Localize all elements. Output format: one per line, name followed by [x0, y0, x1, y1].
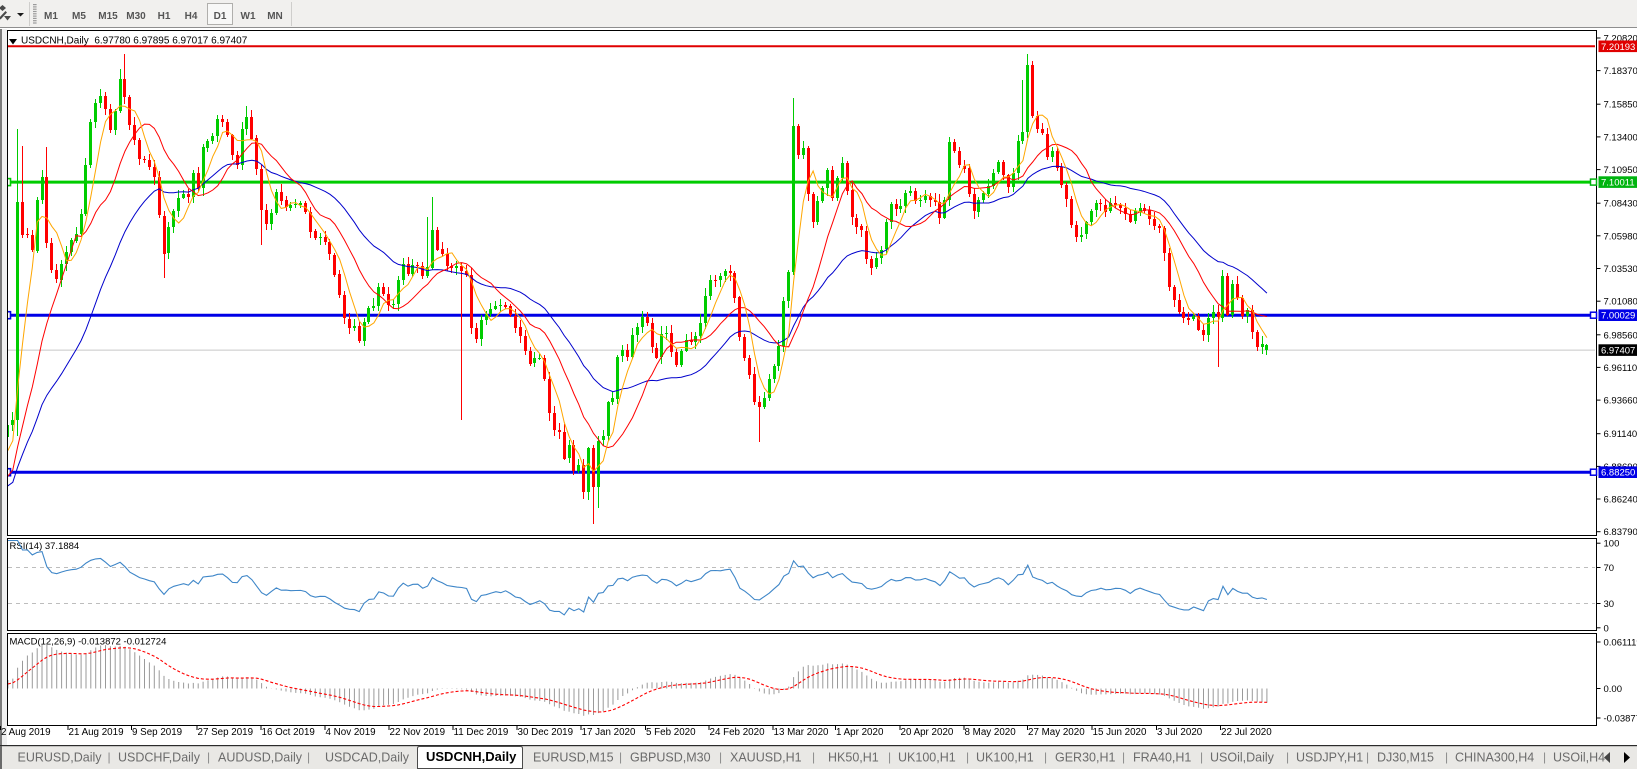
svg-text:27 May 2020: 27 May 2020 [1028, 727, 1085, 738]
svg-text:UK100,H1: UK100,H1 [898, 751, 956, 765]
svg-text:GER30,H1: GER30,H1 [1055, 751, 1115, 765]
svg-text:7.20193: 7.20193 [1601, 42, 1635, 53]
svg-text:7.10011: 7.10011 [1601, 178, 1635, 189]
svg-text:|: | [966, 750, 969, 764]
svg-text:|: | [888, 750, 891, 764]
svg-text:MN: MN [267, 11, 283, 22]
svg-text:W1: W1 [241, 11, 256, 22]
svg-text:6.96110: 6.96110 [1604, 363, 1637, 374]
svg-text:GBPUSD,M30: GBPUSD,M30 [630, 751, 711, 765]
svg-text:20 Apr 2020: 20 Apr 2020 [901, 727, 954, 738]
svg-text:11 Dec 2019: 11 Dec 2019 [454, 727, 509, 738]
svg-text:6.97407: 6.97407 [1601, 346, 1635, 357]
svg-text:30: 30 [1604, 599, 1615, 610]
svg-text:USDJPY,H1: USDJPY,H1 [1296, 751, 1363, 765]
svg-text:7.08430: 7.08430 [1604, 199, 1637, 210]
svg-text:DJ30,M15: DJ30,M15 [1377, 751, 1434, 765]
svg-text:HK50,H1: HK50,H1 [828, 751, 879, 765]
svg-text:|: | [719, 750, 722, 764]
svg-text:7.15850: 7.15850 [1604, 100, 1637, 111]
svg-text:CHINA300,H4: CHINA300,H4 [1455, 751, 1534, 765]
svg-text:7.01080: 7.01080 [1604, 297, 1637, 308]
svg-text:M15: M15 [98, 11, 118, 22]
svg-text:USDCAD,Daily: USDCAD,Daily [325, 751, 410, 765]
svg-text:27 Sep 2019: 27 Sep 2019 [198, 727, 254, 738]
svg-text:9 Sep 2019: 9 Sep 2019 [132, 727, 182, 738]
svg-text:M30: M30 [126, 11, 146, 22]
svg-text:5 Feb 2020: 5 Feb 2020 [646, 727, 696, 738]
svg-text:RSI(14) 37.1884: RSI(14) 37.1884 [10, 541, 80, 552]
svg-text:17 Jan 2020: 17 Jan 2020 [582, 727, 636, 738]
svg-text:0.00: 0.00 [1604, 684, 1623, 695]
svg-text:0: 0 [1604, 623, 1609, 634]
svg-text:0.061119: 0.061119 [1604, 638, 1637, 649]
svg-text:M1: M1 [44, 11, 58, 22]
svg-text:|: | [1286, 750, 1289, 764]
svg-text:EURUSD,M15: EURUSD,M15 [533, 751, 614, 765]
svg-text:|: | [207, 750, 210, 764]
svg-text:70: 70 [1604, 563, 1615, 574]
svg-text:8 May 2020: 8 May 2020 [965, 727, 1017, 738]
svg-text:FRA40,H1: FRA40,H1 [1133, 751, 1191, 765]
svg-text:M5: M5 [72, 11, 86, 22]
svg-text:21 Aug 2019: 21 Aug 2019 [69, 727, 124, 738]
svg-text:|: | [1200, 750, 1203, 764]
svg-text:AUDUSD,Daily: AUDUSD,Daily [218, 751, 303, 765]
svg-text:2 Aug 2019: 2 Aug 2019 [1, 727, 51, 738]
svg-text:7.18370: 7.18370 [1604, 66, 1637, 77]
svg-text:H1: H1 [158, 11, 171, 22]
svg-text:D1: D1 [214, 11, 227, 22]
svg-text:6.83790: 6.83790 [1604, 527, 1637, 538]
svg-text:7.13400: 7.13400 [1604, 132, 1637, 143]
svg-text:|: | [108, 750, 111, 764]
svg-text:|: | [1445, 750, 1448, 764]
svg-text:UK100,H1: UK100,H1 [976, 751, 1034, 765]
svg-text:EURUSD,Daily: EURUSD,Daily [18, 751, 103, 765]
svg-text:USOil,H4: USOil,H4 [1553, 751, 1605, 765]
svg-text:USDCNH,Daily: USDCNH,Daily [426, 749, 517, 764]
svg-text:7.20820: 7.20820 [1604, 34, 1637, 45]
svg-text:13 Mar 2020: 13 Mar 2020 [774, 727, 830, 738]
svg-text:|: | [1044, 750, 1047, 764]
svg-text:|: | [619, 750, 622, 764]
svg-text:|: | [1543, 750, 1546, 764]
svg-text:USOil,Daily: USOil,Daily [1210, 751, 1275, 765]
svg-text:6.86240: 6.86240 [1604, 495, 1637, 506]
svg-text:7.03530: 7.03530 [1604, 264, 1637, 275]
svg-text:24 Feb 2020: 24 Feb 2020 [710, 727, 766, 738]
svg-text:7.00029: 7.00029 [1601, 311, 1635, 322]
svg-text:H4: H4 [185, 11, 198, 22]
svg-text:15 Jun 2020: 15 Jun 2020 [1093, 727, 1147, 738]
svg-text:7.10950: 7.10950 [1604, 165, 1637, 176]
svg-text:1 Apr 2020: 1 Apr 2020 [836, 727, 884, 738]
svg-text:4 Nov 2019: 4 Nov 2019 [326, 727, 376, 738]
svg-text:XAUUSD,H1: XAUUSD,H1 [730, 751, 802, 765]
svg-text:6.93660: 6.93660 [1604, 396, 1637, 407]
svg-text:3 Jul 2020: 3 Jul 2020 [1157, 727, 1203, 738]
svg-text:100: 100 [1604, 539, 1620, 550]
svg-text:6.98560: 6.98560 [1604, 330, 1637, 341]
svg-text:|: | [812, 750, 815, 764]
svg-text:22 Jul 2020: 22 Jul 2020 [1221, 727, 1272, 738]
svg-text:-0.03877: -0.03877 [1604, 714, 1637, 725]
svg-text:USDCNH,Daily 6.97780 6.97895: USDCNH,Daily 6.97780 6.97895 6.97017 6.9… [21, 36, 248, 47]
svg-text:30 Dec 2019: 30 Dec 2019 [518, 727, 574, 738]
svg-text:6.88250: 6.88250 [1601, 468, 1635, 479]
svg-text:16 Oct 2019: 16 Oct 2019 [262, 727, 315, 738]
svg-text:22 Nov 2019: 22 Nov 2019 [390, 727, 446, 738]
svg-text:|: | [1122, 750, 1125, 764]
svg-text:7.05980: 7.05980 [1604, 231, 1637, 242]
svg-text:MACD(12,26,9) -0.013872 -0.012: MACD(12,26,9) -0.013872 -0.012724 [10, 637, 167, 648]
svg-text:|: | [1366, 750, 1369, 764]
svg-text:|: | [307, 750, 310, 764]
svg-text:6.91140: 6.91140 [1604, 429, 1637, 440]
svg-text:USDCHF,Daily: USDCHF,Daily [118, 751, 201, 765]
